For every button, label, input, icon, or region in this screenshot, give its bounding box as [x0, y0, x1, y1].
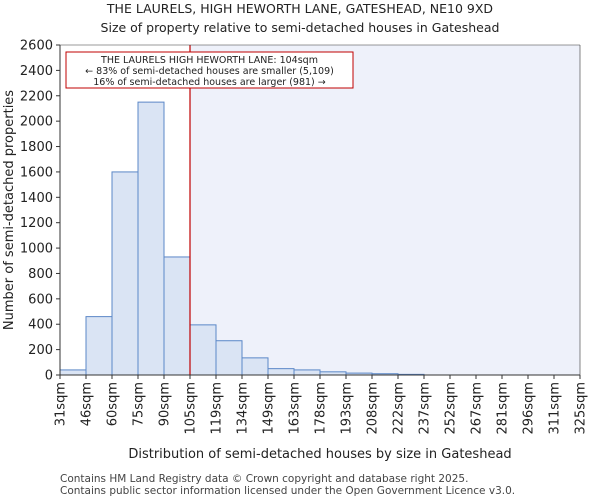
y-tick-label: 600 — [28, 292, 53, 307]
annotation-box — [65, 51, 354, 89]
y-tick-label: 1200 — [20, 216, 53, 231]
annotation-line-1: THE LAURELS HIGH HEWORTH LANE: 104sqm — [100, 55, 318, 66]
x-tick-label: 178sqm — [314, 382, 329, 435]
bar-60sqm — [111, 171, 139, 376]
x-tick-label: 105sqm — [184, 382, 199, 435]
annotation-line-2: ← 83% of semi-detached houses are smalle… — [85, 66, 334, 77]
y-tick-label: 2400 — [20, 64, 53, 79]
y-ticks-group: 0 200 400 600 800 1000 1200 1400 1600 1800 2000 220… — [20, 39, 60, 384]
y-axis-label: Number of semi-detached properties — [2, 90, 17, 330]
x-tick-label: 193sqm — [340, 382, 355, 435]
y-tick-label: 0 — [45, 369, 53, 384]
bar-163sqm — [293, 369, 321, 376]
y-tick-label: 1800 — [20, 140, 53, 155]
y-tick-label: 800 — [28, 267, 53, 282]
x-tick-label: 119sqm — [210, 382, 225, 435]
x-tick-label: 296sqm — [522, 382, 537, 435]
x-tick-label: 134sqm — [236, 382, 251, 435]
x-tick-label: 163sqm — [288, 382, 303, 435]
bar-119sqm — [215, 340, 243, 376]
y-tick-label: 2000 — [20, 115, 53, 130]
x-tick-label: 325sqm — [574, 382, 589, 435]
x-tick-label: 252sqm — [444, 382, 459, 435]
x-tick-label: 311sqm — [548, 382, 563, 435]
x-tick-label: 31sqm — [54, 382, 69, 426]
chart-title: THE LAURELS, HIGH HEWORTH LANE, GATESHEA… — [106, 1, 493, 16]
bar-31sqm — [59, 369, 87, 376]
x-tick-label: 75sqm — [132, 382, 147, 426]
bar-105sqm — [189, 324, 217, 376]
y-tick-label: 2600 — [20, 39, 53, 54]
x-tick-label: 222sqm — [392, 382, 407, 435]
chart-subtitle: Size of property relative to semi-detach… — [101, 20, 500, 35]
x-tick-label: 281sqm — [496, 382, 511, 435]
y-tick-label: 400 — [28, 318, 53, 333]
y-tick-label: 1400 — [20, 191, 53, 206]
y-tick-label: 1000 — [20, 242, 53, 257]
x-tick-label: 237sqm — [418, 382, 433, 435]
bars-group — [59, 101, 425, 376]
x-tick-label: 60sqm — [106, 382, 121, 426]
x-tick-label: 267sqm — [470, 382, 485, 435]
bar-90sqm — [163, 256, 191, 376]
footer-copyright: Contains HM Land Registry data © Crown c… — [60, 473, 468, 485]
x-ticks-group: 31sqm 46sqm 60sqm 75sqm 90sqm 105sqm 119sqm 134… — [54, 375, 589, 435]
bar-149sqm — [267, 368, 295, 376]
bar-46sqm — [85, 316, 113, 376]
bar-134sqm — [241, 357, 269, 376]
y-tick-label: 200 — [28, 343, 53, 358]
x-axis-label: Distribution of semi-detached houses by … — [128, 447, 511, 462]
y-tick-label: 1600 — [20, 165, 53, 180]
bar-75sqm — [137, 101, 165, 376]
annotation-line-3: 16% of semi-detached houses are larger (… — [93, 77, 326, 88]
x-tick-label: 90sqm — [158, 382, 173, 426]
x-tick-label: 46sqm — [80, 382, 95, 426]
x-tick-label: 149sqm — [262, 382, 277, 435]
x-tick-label: 208sqm — [366, 382, 381, 435]
footer-licence: Contains public sector information licen… — [60, 485, 515, 497]
y-tick-label: 2200 — [20, 89, 53, 104]
larger-region-background — [190, 45, 580, 375]
